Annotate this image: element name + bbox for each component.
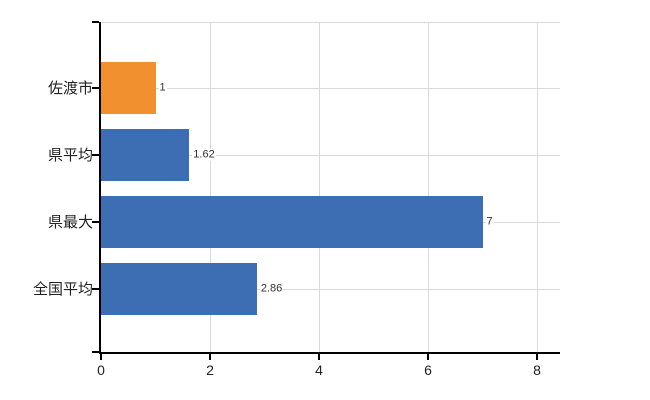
x-gridline <box>537 22 538 352</box>
y-axis-tick <box>92 351 99 353</box>
bar-県平均 <box>101 129 189 181</box>
y-axis-tick <box>92 221 99 223</box>
value-label: 1.62 <box>192 148 216 161</box>
bar-佐渡市 <box>101 62 156 114</box>
y-axis-tick <box>92 87 99 89</box>
plot-top-border <box>101 22 560 23</box>
x-tick-label: 4 <box>315 362 323 378</box>
bar-県最大 <box>101 196 483 248</box>
value-label: 1 <box>158 81 167 94</box>
y-axis-tick <box>92 154 99 156</box>
x-axis-tick <box>209 354 211 360</box>
x-gridline <box>428 22 429 352</box>
category-label: 県平均 <box>47 147 93 165</box>
category-label: 県最大 <box>47 214 93 232</box>
y-gridline <box>101 88 560 89</box>
value-label: 2.86 <box>259 282 284 295</box>
bar-全国平均 <box>101 263 257 315</box>
category-label: 全国平均 <box>32 281 93 299</box>
x-axis-tick <box>536 354 538 360</box>
category-label: 佐渡市 <box>47 80 93 98</box>
x-gridline <box>210 22 211 352</box>
x-axis-tick <box>100 354 102 360</box>
x-axis-tick <box>427 354 429 360</box>
y-gridline <box>101 289 560 290</box>
y-axis-tick <box>92 288 99 290</box>
x-tick-label: 2 <box>206 362 214 378</box>
y-axis <box>99 22 101 354</box>
y-axis-tick <box>92 21 99 23</box>
x-axis <box>99 352 560 354</box>
x-gridline <box>319 22 320 352</box>
x-tick-label: 6 <box>424 362 432 378</box>
value-label: 7 <box>485 215 494 228</box>
y-gridline <box>101 155 560 156</box>
x-tick-label: 0 <box>97 362 105 378</box>
x-tick-label: 8 <box>533 362 541 378</box>
x-axis-tick <box>318 354 320 360</box>
